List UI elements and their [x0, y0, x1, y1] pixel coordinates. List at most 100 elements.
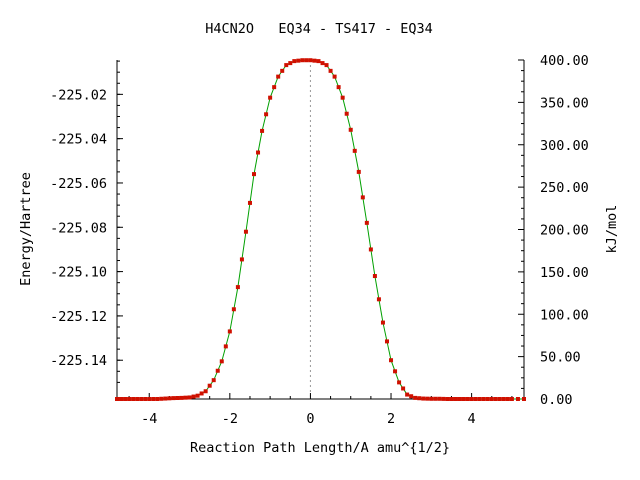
data-point-marker	[264, 112, 269, 117]
data-point-marker	[393, 369, 398, 374]
data-point-marker	[368, 247, 373, 252]
data-point-marker	[421, 396, 426, 401]
data-point-marker	[481, 397, 486, 401]
data-point-marker	[195, 393, 200, 398]
data-point-marker	[235, 285, 240, 290]
data-point-marker	[501, 397, 506, 401]
data-point-marker	[284, 63, 289, 68]
data-point-marker	[300, 58, 305, 63]
data-point-marker	[380, 320, 385, 325]
data-point-marker	[215, 368, 220, 373]
data-point-marker	[401, 386, 406, 391]
data-point-marker	[223, 344, 228, 349]
data-point-marker	[155, 397, 160, 401]
data-point-marker	[312, 58, 317, 63]
data-point-marker	[143, 397, 148, 401]
data-point-marker	[199, 391, 204, 396]
data-point-marker	[352, 148, 357, 153]
y2-tick-label: 350.00	[540, 95, 589, 111]
data-point-marker	[497, 397, 502, 401]
data-point-marker	[171, 396, 176, 401]
data-point-marker	[276, 74, 281, 79]
y-tick-label: -225.12	[50, 309, 107, 325]
data-point-marker	[252, 172, 257, 177]
x-tick-label: -2	[222, 411, 238, 427]
y-tick-label: -225.02	[50, 87, 107, 103]
data-point-marker	[453, 397, 458, 401]
data-point-marker	[364, 220, 369, 225]
data-point-marker	[256, 150, 261, 155]
data-point-marker	[123, 397, 128, 401]
data-point-marker	[316, 59, 321, 64]
data-point-marker	[135, 397, 140, 401]
data-point-marker	[425, 396, 430, 401]
data-point-marker	[191, 394, 196, 399]
data-point-marker	[522, 397, 526, 401]
data-point-marker	[260, 128, 265, 133]
data-point-marker	[409, 394, 414, 399]
data-point-marker	[207, 383, 212, 388]
data-point-marker	[175, 396, 180, 401]
data-point-marker	[127, 397, 132, 401]
data-point-marker	[433, 396, 438, 401]
data-point-marker	[413, 395, 418, 400]
data-point-marker	[115, 397, 119, 401]
data-point-marker	[151, 397, 156, 401]
y2-tick-label: 400.00	[540, 53, 589, 69]
x-tick-label: -4	[141, 411, 157, 427]
data-point-marker	[372, 274, 377, 279]
y2-tick-label: 300.00	[540, 138, 589, 154]
data-point-marker	[515, 397, 520, 401]
data-point-marker	[320, 61, 325, 66]
data-point-marker	[356, 169, 361, 174]
data-point-marker	[163, 396, 168, 401]
data-point-marker	[389, 358, 394, 363]
data-point-marker	[167, 396, 172, 401]
data-point-marker	[445, 397, 450, 401]
data-point-marker	[332, 74, 337, 79]
data-point-marker	[247, 200, 252, 205]
data-point-marker	[441, 396, 446, 401]
data-point-marker	[119, 397, 124, 401]
data-point-marker	[340, 95, 345, 100]
data-point-marker	[139, 397, 144, 401]
data-point-marker	[147, 397, 152, 401]
data-point-marker	[505, 397, 510, 401]
data-point-marker	[183, 395, 188, 400]
data-point-marker	[489, 397, 494, 401]
data-point-marker	[324, 63, 329, 68]
y2-tick-label: 50.00	[540, 350, 581, 366]
energy-curve-line	[117, 59, 524, 400]
data-point-marker	[469, 397, 474, 401]
data-point-marker	[211, 378, 216, 383]
data-point-marker	[485, 397, 490, 401]
data-point-marker	[449, 397, 454, 401]
y-tick-label: -225.06	[50, 176, 107, 192]
chart-title: H4CN2O EQ34 - TS417 - EQ34	[205, 21, 433, 37]
data-point-marker	[493, 397, 498, 401]
data-point-marker	[376, 297, 381, 302]
data-point-marker	[417, 396, 422, 401]
data-point-marker	[429, 396, 434, 401]
data-point-marker	[304, 58, 309, 63]
data-point-marker	[227, 329, 232, 334]
y2-axis-label: kJ/mol	[604, 205, 620, 254]
x-axis-label: Reaction Path Length/A amu^{1/2}	[190, 440, 450, 456]
data-point-marker	[384, 339, 389, 344]
data-point-marker	[457, 397, 462, 401]
data-point-marker	[308, 58, 313, 63]
data-point-marker	[203, 389, 208, 394]
data-point-marker	[477, 397, 482, 401]
data-point-marker	[292, 59, 297, 64]
x-tick-label: 2	[387, 411, 395, 427]
y-tick-label: -225.08	[50, 220, 107, 236]
y-axis-label: Energy/Hartree	[18, 172, 34, 286]
data-point-marker	[280, 68, 285, 73]
y2-tick-label: 150.00	[540, 265, 589, 281]
y-tick-label: -225.04	[50, 132, 107, 148]
y2-tick-label: 100.00	[540, 307, 589, 323]
data-point-marker	[243, 229, 248, 234]
data-point-marker	[461, 397, 466, 401]
data-point-marker	[239, 257, 244, 262]
